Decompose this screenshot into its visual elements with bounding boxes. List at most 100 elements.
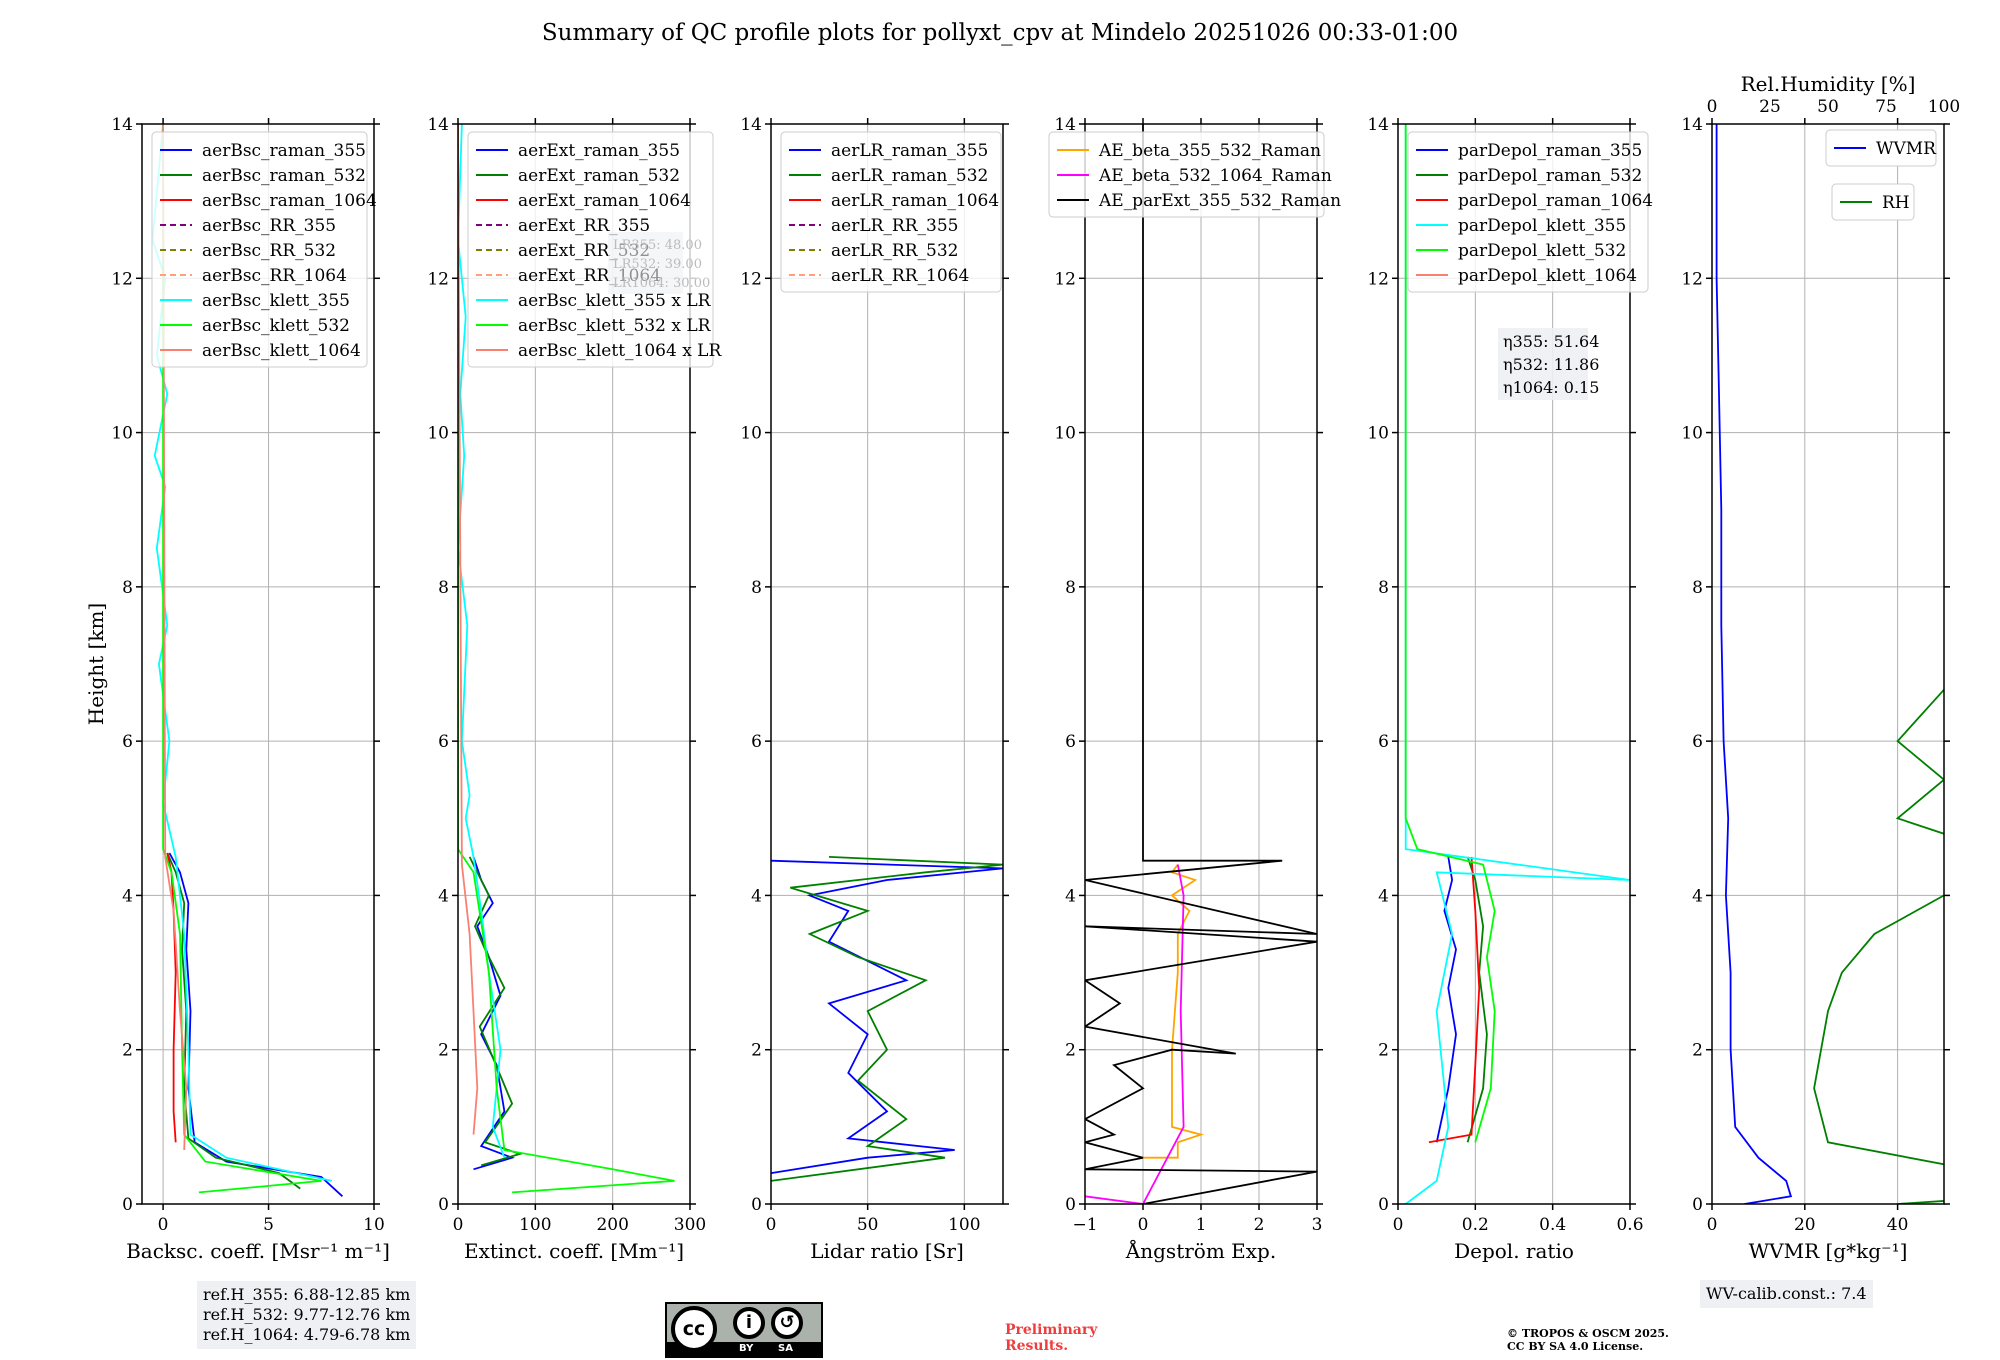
y-tick-label: 0 [1692,1195,1703,1215]
preliminary-line-2: Results. [1005,1338,1069,1354]
legend-label: aerBsc_raman_355 [202,141,366,161]
preliminary-line-1: Preliminary [1005,1322,1098,1338]
series-line-AE_parExt_355_532_Raman [1085,124,1317,1204]
y-tick-label: 4 [751,886,762,906]
legend-label: aerBsc_klett_355 [202,291,350,311]
badge-sa-label: SA [778,1343,793,1354]
series-line-parDepol_klett_355 [1404,124,1630,1204]
y-tick-label: 4 [122,886,133,906]
eta-annotation: η355: 51.64 [1503,332,1599,351]
legend-box [1048,131,1325,218]
y-tick-label: 6 [438,732,449,752]
x-axis-label: Lidar ratio [Sr] [810,1239,964,1263]
series-line-parDepol_raman_1064 [1428,856,1481,1144]
legend-box [467,131,714,368]
x-tick-label: 40 [1887,1215,1909,1235]
legend-label: aerBsc_klett_355 x LR [518,291,712,311]
x-tick-label: 20 [1794,1215,1816,1235]
y-tick-label: 10 [1681,424,1703,444]
x-tick-label: 50 [857,1215,879,1235]
legend-label: parDepol_raman_355 [1458,141,1642,161]
series-line-aerBsc_klett_355 x LR [458,124,506,1159]
reference-heights-box: ref.H_355: 6.88-12.85 km ref.H_532: 9.77… [197,1281,417,1349]
panel-lidar_ratio: 0 50 100 0 2 4 6 8 10 12 14 Lidar ratio [Sr] aerLR_r… [740,115,1009,1263]
y-tick-label: 14 [427,115,449,135]
x-tick-label: 0 [1707,1215,1718,1235]
lidar-ratio-annotation-box [608,232,683,294]
y-tick-label: 12 [111,269,133,289]
y-tick-label: 8 [1065,578,1076,598]
legend-label: aerBsc_klett_1064 [202,341,361,361]
eta-annotation-box [1498,328,1588,400]
series-line-parDepol_raman_532 [1466,856,1488,1143]
y-tick-label: 8 [438,578,449,598]
y-tick-label: 2 [122,1041,133,1061]
cc-license-badge: cc i ↺ BY SA [665,1302,823,1358]
y-tick-label: 14 [1054,115,1076,135]
legend-box [151,131,368,368]
y-tick-label: 10 [1054,424,1076,444]
legend-label: aerBsc_RR_355 [202,216,336,236]
legend-label: parDepol_klett_532 [1458,241,1626,261]
legend-box-wvmr [1825,129,1937,167]
x-tick-label: 0.2 [1462,1215,1489,1235]
legend-label: aerLR_RR_355 [831,216,958,236]
x-tick-label: 1 [1196,1215,1207,1235]
legend-label: aerBsc_klett_1064 x LR [518,341,722,361]
y-tick-label: 12 [1054,269,1076,289]
y-tick-label: 8 [122,578,133,598]
y-tick-label: 10 [111,424,133,444]
y-tick-label: 8 [1378,578,1389,598]
legend-label: aerExt_raman_355 [518,141,680,161]
x-tick-label: 0 [1393,1215,1404,1235]
y-tick-label: 12 [1681,269,1703,289]
legend-label: aerLR_raman_355 [831,141,988,161]
x-axis-label: Depol. ratio [1454,1239,1574,1263]
series-line-aerLR_raman_532 [771,856,1003,1182]
y-tick-label: 2 [438,1041,449,1061]
ref-height-532: ref.H_532: 9.77-12.76 km [203,1305,411,1324]
legend-label: aerLR_raman_532 [831,166,988,186]
y-axis-label: Height [km] [84,603,108,725]
lidar-ratio-annotation: LR355: 48.00 [613,238,702,253]
copyright-notice: © TROPOS & OSCM 2025. CC BY SA 4.0 Licen… [1507,1327,1669,1353]
y-tick-label: 14 [1367,115,1389,135]
legend-label: aerLR_RR_1064 [831,266,969,286]
series-line-WVMR [1715,124,1793,1204]
x-tick-label: 2 [1254,1215,1265,1235]
figure-title: Summary of QC profile plots for pollyxt_… [541,20,1459,46]
top-tick-label: 0 [1707,97,1718,117]
x-tick-label: 0.6 [1616,1215,1643,1235]
y-tick-label: 4 [1065,886,1076,906]
y-tick-label: 6 [751,732,762,752]
series-line-aerExt_raman_355 [472,856,515,1171]
panel-depol: 0 0.2 0.4 0.6 0 2 4 6 8 10 12 14 Depol. ratio parDepo… [1367,115,1653,1263]
y-tick-label: 0 [1378,1195,1389,1215]
lidar-ratio-annotation: LR532: 39.00 [613,257,702,272]
top-tick-label: 75 [1875,97,1897,117]
panel-extinction: 0 100 200 300 0 2 4 6 8 10 12 14 Extinct. coeff. [Mm… [427,115,722,1263]
y-tick-label: 10 [427,424,449,444]
x-tick-label: 200 [596,1215,628,1235]
series-line-aerBsc_klett_1064 x LR [458,124,479,1135]
y-tick-label: 14 [1681,115,1703,135]
legend-label: AE_beta_532_1064_Raman [1098,166,1332,186]
legend-label: parDepol_raman_1064 [1458,191,1653,211]
x-tick-label: 10 [363,1215,385,1235]
ref-height-1064: ref.H_1064: 4.79-6.78 km [203,1325,411,1344]
legend-label: aerBsc_klett_532 x LR [518,316,712,336]
series-line-RH [1813,688,1944,1204]
attribution-icon: i [733,1307,765,1339]
top-axis-label: Rel.Humidity [%] [1741,72,1916,96]
legend-label: aerExt_RR_355 [518,216,650,236]
y-tick-label: 4 [1378,886,1389,906]
copyright-line-2: CC BY SA 4.0 License. [1507,1340,1644,1353]
preliminary-notice: Preliminary Results. [1005,1322,1097,1354]
y-tick-label: 10 [740,424,762,444]
series-line-aerLR_raman_355 [771,859,1003,1174]
legend-label: aerExt_raman_1064 [518,191,691,211]
eta-annotation: η532: 11.86 [1503,355,1599,374]
eta-annotation: η1064: 0.15 [1503,378,1599,397]
panel-backscatter: 0 5 10 0 2 4 6 8 10 12 14 Backsc. coeff. [Msr⁻¹ m⁻¹… [111,115,390,1263]
